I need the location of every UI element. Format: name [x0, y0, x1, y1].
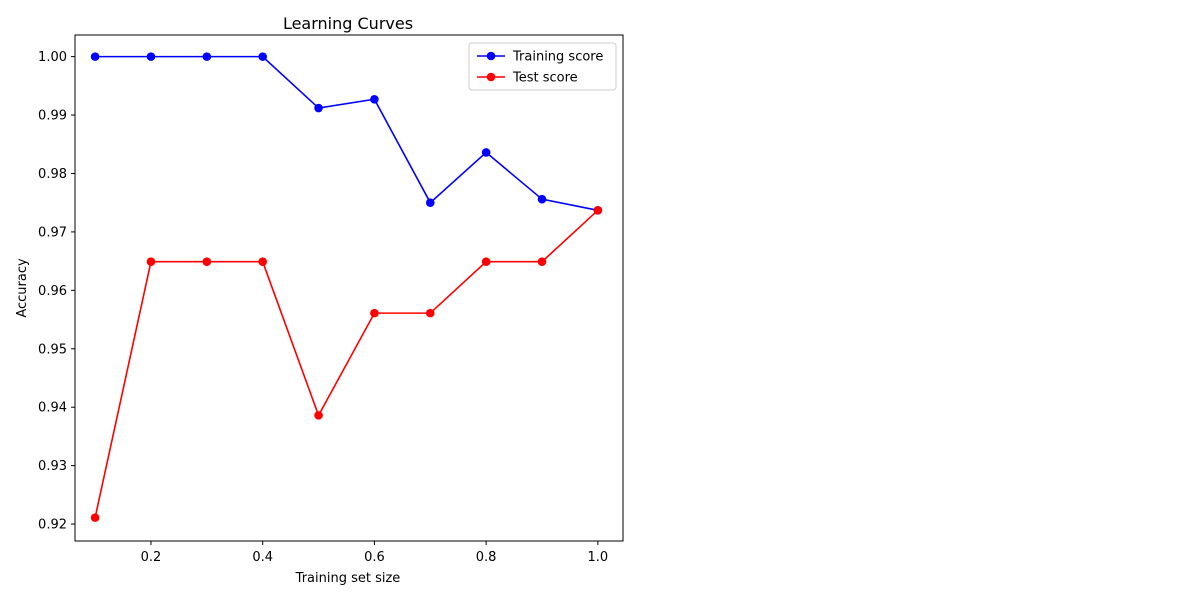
data-point-test-score: [314, 411, 323, 420]
data-point-test-score: [593, 205, 603, 215]
x-tick-label: 0.6: [364, 550, 385, 565]
legend-box: [468, 42, 617, 91]
x-tick-label: 1.0: [588, 550, 609, 565]
data-point-test-score: [370, 308, 379, 318]
data-point-test-score: [481, 257, 491, 267]
y-tick-label: 0.98: [38, 167, 67, 182]
chart-title: Learning Curves: [283, 14, 413, 33]
x-tick-label: 0.2: [141, 550, 162, 565]
data-point-test-score: [202, 257, 212, 267]
series-line-training-score: [95, 55, 599, 212]
x-axis-label: Training set size: [295, 571, 401, 586]
legend-label-training-score: Training score: [512, 50, 603, 65]
data-point-training-score: [258, 52, 267, 61]
data-point-training-score: [90, 52, 100, 61]
data-point-training-score: [370, 94, 379, 104]
y-tick-label: 0.99: [38, 109, 67, 124]
data-point-training-score: [537, 194, 547, 204]
data-point-test-score: [258, 257, 267, 267]
legend-marker-training-score: [486, 51, 496, 61]
x-tick-label: 0.8: [476, 550, 497, 565]
data-point-test-score: [146, 257, 156, 267]
y-tick-label: 0.96: [38, 284, 67, 299]
data-point-training-score: [146, 52, 156, 61]
y-axis: 0.92 0.93 0.94 0.95 0.96 0.97 0.98 0.99 1.00: [38, 50, 75, 533]
data-point-training-score: [481, 148, 491, 157]
y-axis-label: Accuracy: [15, 258, 30, 318]
x-axis: 0.2 0.4 0.6 0.8 1.0: [141, 541, 609, 565]
y-tick-label: 0.92: [38, 518, 67, 533]
plot-area: [90, 52, 603, 522]
data-point-training-score: [202, 52, 212, 61]
data-point-test-score: [537, 257, 547, 267]
y-tick-label: 0.93: [38, 459, 67, 474]
x-tick-label: 0.4: [252, 550, 273, 565]
data-point-training-score: [314, 103, 323, 113]
legend: Training score Test score: [468, 42, 617, 91]
data-point-test-score: [90, 513, 100, 522]
series-line-test-score: [94, 209, 599, 518]
legend-label-test-score: Test score: [512, 71, 578, 86]
legend-marker-test-score: [486, 72, 496, 82]
y-tick-label: 0.95: [38, 342, 67, 357]
axes-frame: [74, 34, 624, 542]
y-tick-label: 0.94: [38, 401, 67, 416]
data-point-training-score: [425, 198, 435, 207]
y-tick-label: 0.97: [38, 225, 67, 240]
y-tick-label: 1.00: [38, 50, 67, 65]
data-point-test-score: [425, 308, 435, 318]
